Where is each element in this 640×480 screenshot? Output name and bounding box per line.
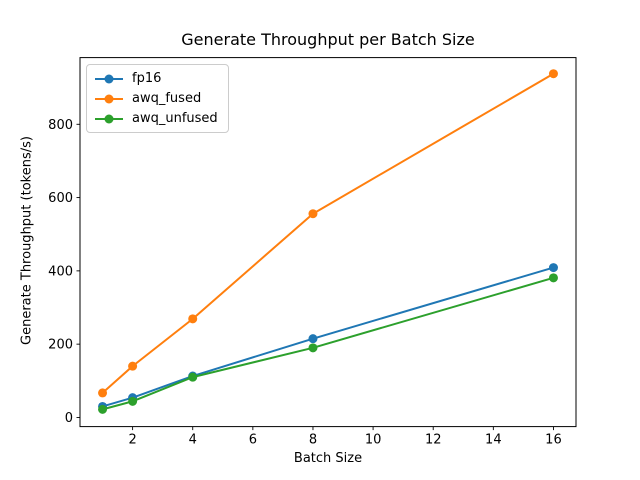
data-point-awq_fused-x4	[188, 314, 198, 324]
legend-label: fp16	[132, 71, 162, 86]
legend-label: awq_fused	[132, 91, 202, 106]
plot-border	[79, 57, 577, 428]
data-point-awq_fused-x1	[98, 388, 108, 398]
series-fp16	[98, 263, 558, 411]
y-axis-label: Generate Throughput (tokens/s)	[19, 136, 35, 345]
legend: fp16 awq_fused awq_unfused	[86, 64, 229, 133]
y-tick-label-600: 600	[48, 191, 73, 206]
chart-title: Generate Throughput per Batch Size	[181, 30, 475, 49]
x-tick-label-8: 8	[309, 433, 317, 448]
x-tick-label-4: 4	[189, 433, 197, 448]
series-awq_unfused	[98, 273, 558, 414]
y-tick-label-0: 0	[65, 411, 73, 426]
x-tick-label-16: 16	[545, 433, 562, 448]
series-awq_fused	[98, 69, 558, 398]
legend-line-marker-icon	[95, 114, 123, 123]
legend-line-marker-icon	[95, 94, 123, 103]
series-line-awq_unfused	[102, 276, 554, 411]
x-tick-label-6: 6	[249, 433, 257, 448]
legend-label: awq_unfused	[132, 111, 218, 126]
data-point-awq_fused-x8	[308, 209, 318, 219]
x-tick-label-14: 14	[485, 433, 502, 448]
data-point-fp16-x16	[548, 263, 558, 273]
data-point-awq_unfused-x8	[308, 343, 318, 353]
legend-line-marker-icon	[95, 74, 123, 83]
legend-item-awq_unfused: awq_unfused	[94, 110, 218, 127]
data-point-awq_fused-x2	[128, 361, 138, 371]
y-tick-label-200: 200	[48, 338, 73, 353]
data-point-awq_fused-x16	[548, 69, 558, 79]
data-point-awq_unfused-x16	[548, 273, 558, 283]
legend-item-fp16: fp16	[94, 70, 218, 87]
x-tick-label-2: 2	[128, 433, 136, 448]
x-tick-label-10: 10	[365, 433, 382, 448]
data-point-awq_unfused-x2	[128, 396, 138, 406]
data-point-awq_unfused-x1	[98, 404, 108, 414]
data-point-fp16-x8	[308, 334, 318, 344]
legend-item-awq_fused: awq_fused	[94, 90, 218, 107]
x-axis-label: Batch Size	[293, 451, 363, 466]
x-tick-label-12: 12	[425, 433, 442, 448]
y-tick-label-400: 400	[48, 264, 73, 279]
y-tick-label-800: 800	[48, 118, 73, 133]
data-point-awq_unfused-x4	[188, 372, 198, 382]
